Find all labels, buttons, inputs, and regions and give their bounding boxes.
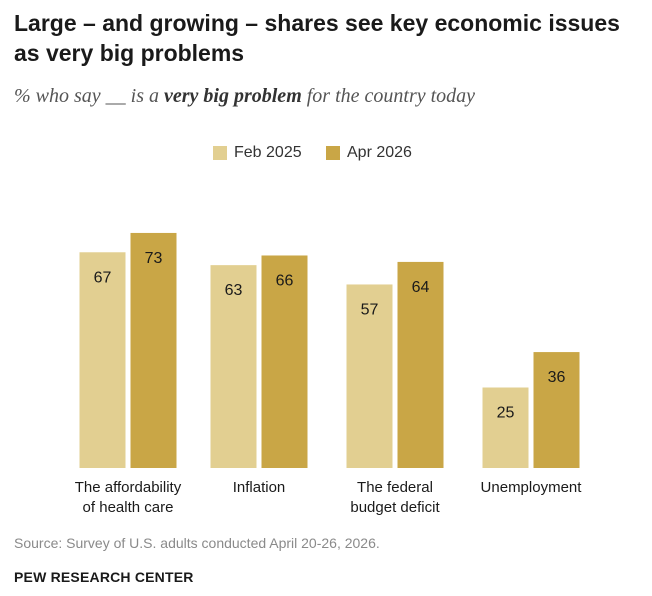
legend-label-feb-2025: Feb 2025 <box>234 144 302 161</box>
chart-legend: Feb 2025 Apr 2026 <box>0 144 652 164</box>
category-label-unemployment-line-1: Unemployment <box>481 479 583 496</box>
category-label-the-federal-budget-deficit-line-2: budget deficit <box>350 499 440 516</box>
bar-apr-2026-the-federal-budget-deficit <box>397 261 444 468</box>
subtitle-prefix: % who say __ is a <box>14 85 164 107</box>
bar-apr-2026-inflation <box>261 255 308 468</box>
subtitle-emphasis: very big problem <box>164 85 302 107</box>
category-label-inflation-line-1: Inflation <box>233 479 286 496</box>
legend-swatch-feb-2025 <box>213 146 227 160</box>
legend-swatch-apr-2026 <box>326 146 340 160</box>
bar-feb-2025-the-federal-budget-deficit <box>346 284 393 468</box>
bar-feb-2025-unemployment <box>482 387 529 468</box>
data-label-apr-2026-the-affordability-of-health-care: 73 <box>145 250 163 267</box>
bar-apr-2026-the-affordability-of-health-care <box>130 232 177 468</box>
data-label-apr-2026-the-federal-budget-deficit: 64 <box>412 279 430 296</box>
category-label-the-federal-budget-deficit-line-1: The federal <box>357 479 433 496</box>
chart-subtitle: % who say __ is a very big problem for t… <box>14 84 634 108</box>
data-label-feb-2025-inflation: 63 <box>225 282 243 299</box>
category-label-the-affordability-of-health-care-line-1: The affordability <box>75 479 182 496</box>
bar-feb-2025-the-affordability-of-health-care <box>79 252 126 468</box>
bar-apr-2026-unemployment <box>533 352 580 468</box>
data-label-apr-2026-unemployment: 36 <box>548 369 566 386</box>
data-label-feb-2025-the-affordability-of-health-care: 67 <box>94 269 112 286</box>
data-label-feb-2025-unemployment: 25 <box>497 405 515 422</box>
source-note: Source: Survey of U.S. adults conducted … <box>14 535 380 551</box>
organization-name: PEW RESEARCH CENTER <box>14 569 194 585</box>
legend-item-apr-2026: Apr 2026 <box>326 144 412 162</box>
legend-item-feb-2025: Feb 2025 <box>213 144 302 162</box>
data-label-apr-2026-inflation: 66 <box>276 272 294 289</box>
bar-feb-2025-inflation <box>210 265 257 468</box>
category-label-the-affordability-of-health-care-line-2: of health care <box>83 499 174 516</box>
legend-label-apr-2026: Apr 2026 <box>347 144 412 161</box>
data-label-feb-2025-the-federal-budget-deficit: 57 <box>361 301 379 318</box>
chart-title: Large – and growing – shares see key eco… <box>14 10 620 66</box>
subtitle-suffix: for the country today <box>301 85 476 107</box>
